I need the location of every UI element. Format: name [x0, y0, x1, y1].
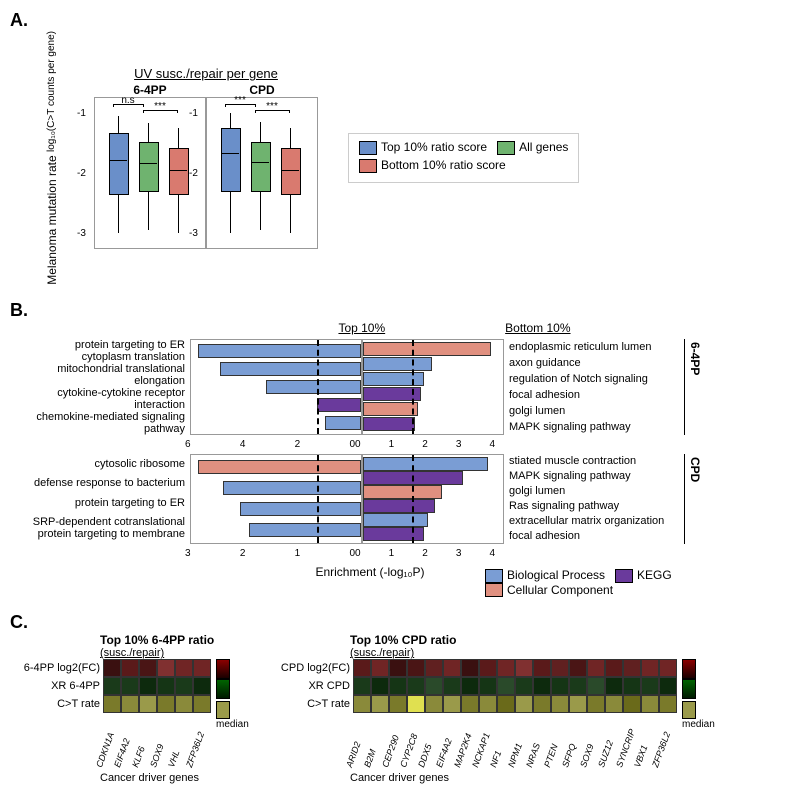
- panel-b: B. Top 10%Bottom 10%protein targeting to…: [10, 300, 790, 598]
- panel-a-title: UV susc./repair per gene: [94, 66, 318, 81]
- panel-b-label: B.: [10, 300, 28, 320]
- panel-a-legend: Top 10% ratio scoreAll genesBottom 10% r…: [348, 133, 579, 183]
- panel-c-label: C.: [10, 612, 28, 632]
- panel-c: C. Top 10% 6-4PP ratio(susc./repair)6-4P…: [10, 612, 790, 784]
- panel-a-ylabel: Melanoma mutation rate log₁₀(C>T counts …: [10, 31, 94, 285]
- panel-a: A. Melanoma mutation rate log₁₀(C>T coun…: [10, 10, 790, 285]
- panel-a-label: A.: [10, 10, 28, 30]
